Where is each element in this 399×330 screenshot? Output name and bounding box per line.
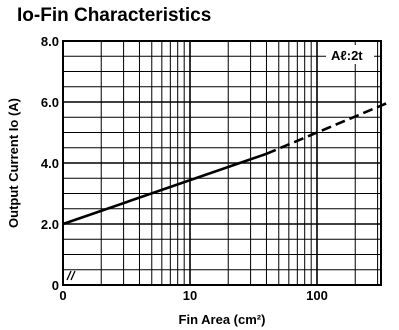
grid-lines — [63, 41, 381, 285]
y-tick-label: 0 — [52, 278, 59, 293]
x-tick-label: 100 — [306, 288, 328, 303]
y-tick-label: 4.0 — [41, 156, 59, 171]
extrapolated-line — [265, 102, 387, 155]
y-tick-label: 6.0 — [41, 95, 59, 110]
y-tick-label: 8.0 — [41, 34, 59, 49]
annotation-label: Aℓ:2t — [331, 48, 363, 63]
material-annotation: Aℓ:2t — [326, 45, 374, 64]
tick-labels: 010100100002.04.06.08.0 — [41, 34, 328, 303]
chart-title: Io-Fin Characteristics — [17, 5, 212, 26]
plot-frame — [62, 40, 382, 286]
axis-break-mark — [66, 270, 76, 281]
x-tick-label: 10 — [183, 288, 197, 303]
x-tick-label: 0 — [59, 288, 66, 303]
x-axis-title: Fin Area (cm²) — [179, 312, 266, 327]
y-axis-title: Output Current Io (A) — [6, 98, 21, 228]
y-tick-label: 2.0 — [41, 217, 59, 232]
data-series — [62, 102, 387, 226]
characteristic-line — [62, 152, 267, 226]
